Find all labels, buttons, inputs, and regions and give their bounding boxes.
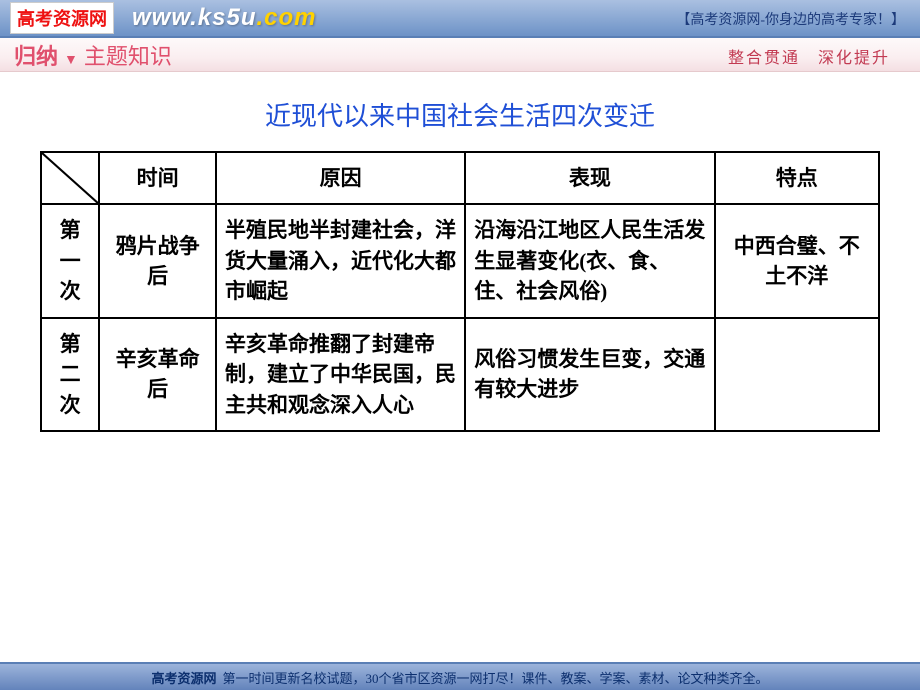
- header-reason: 原因: [216, 152, 465, 204]
- row-reason: 辛亥革命推翻了封建帝制，建立了中华民国，民主共和观念深入人心: [216, 318, 465, 431]
- sub-bar: 归纳 ▼ 主题知识 整合贯通 深化提升: [0, 38, 920, 72]
- page-title: 近现代以来中国社会生活四次变迁: [40, 96, 880, 133]
- row-time: 辛亥革命后: [99, 318, 216, 431]
- table-header-row: 时间 原因 表现 特点: [41, 152, 879, 204]
- diagonal-header-cell: [41, 152, 99, 204]
- row-reason: 半殖民地半封建社会，洋货大量涌入，近代化大都市崛起: [216, 204, 465, 317]
- footer-bar: 高考资源网 第一时间更新名校试题，30个省市区资源一网打尽！课件、教案、学案、素…: [0, 662, 920, 690]
- row-feature: [715, 318, 879, 431]
- row-index: 第二次: [41, 318, 99, 431]
- header-expression: 表现: [465, 152, 714, 204]
- site-logo: 高考资源网: [10, 2, 114, 34]
- tagline: 【高考资源网-你身边的高考专家！】: [676, 9, 905, 29]
- subbar-left: 归纳 ▼ 主题知识: [0, 39, 172, 71]
- footer-text: 第一时间更新名校试题，30个省市区资源一网打尽！课件、教案、学案、素材、论文种类…: [223, 668, 769, 687]
- url-main: www.ks5u: [132, 4, 256, 31]
- row-time: 鸦片战争后: [99, 204, 216, 317]
- table-row: 第二次 辛亥革命后 辛亥革命推翻了封建帝制，建立了中华民国，民主共和观念深入人心…: [41, 318, 879, 431]
- subbar-right-text: 整合贯通 深化提升: [728, 44, 890, 68]
- main-table: 时间 原因 表现 特点 第一次 鸦片战争后 半殖民地半封建社会，洋货大量涌入，近…: [40, 151, 880, 432]
- diagonal-line-icon: [42, 153, 98, 203]
- top-bar: 高考资源网 www.ks5u.com 【高考资源网-你身边的高考专家！】: [0, 0, 920, 38]
- header-time: 时间: [99, 152, 216, 204]
- row-index: 第一次: [41, 204, 99, 317]
- subbar-label-b: 主题知识: [84, 39, 172, 71]
- site-url: www.ks5u.com: [132, 4, 317, 32]
- footer-brand: 高考资源网: [151, 668, 216, 687]
- topbar-left: 高考资源网 www.ks5u.com: [0, 2, 317, 34]
- row-index-text: 第一次: [59, 215, 82, 306]
- url-dot: .: [256, 4, 264, 31]
- header-feature: 特点: [715, 152, 879, 204]
- row-expression: 风俗习惯发生巨变，交通有较大进步: [465, 318, 714, 431]
- table-row: 第一次 鸦片战争后 半殖民地半封建社会，洋货大量涌入，近代化大都市崛起 沿海沿江…: [41, 204, 879, 317]
- triangle-down-icon: ▼: [64, 53, 78, 69]
- url-suffix: com: [264, 4, 316, 31]
- row-index-text: 第二次: [59, 329, 82, 420]
- content-area: 近现代以来中国社会生活四次变迁 时间 原因 表现 特点 第一次 鸦片战争后 半殖…: [0, 72, 920, 432]
- row-feature: 中西合璧、不土不洋: [715, 204, 879, 317]
- subbar-label-a: 归纳: [14, 39, 58, 71]
- row-expression: 沿海沿江地区人民生活发生显著变化(衣、食、住、社会风俗): [465, 204, 714, 317]
